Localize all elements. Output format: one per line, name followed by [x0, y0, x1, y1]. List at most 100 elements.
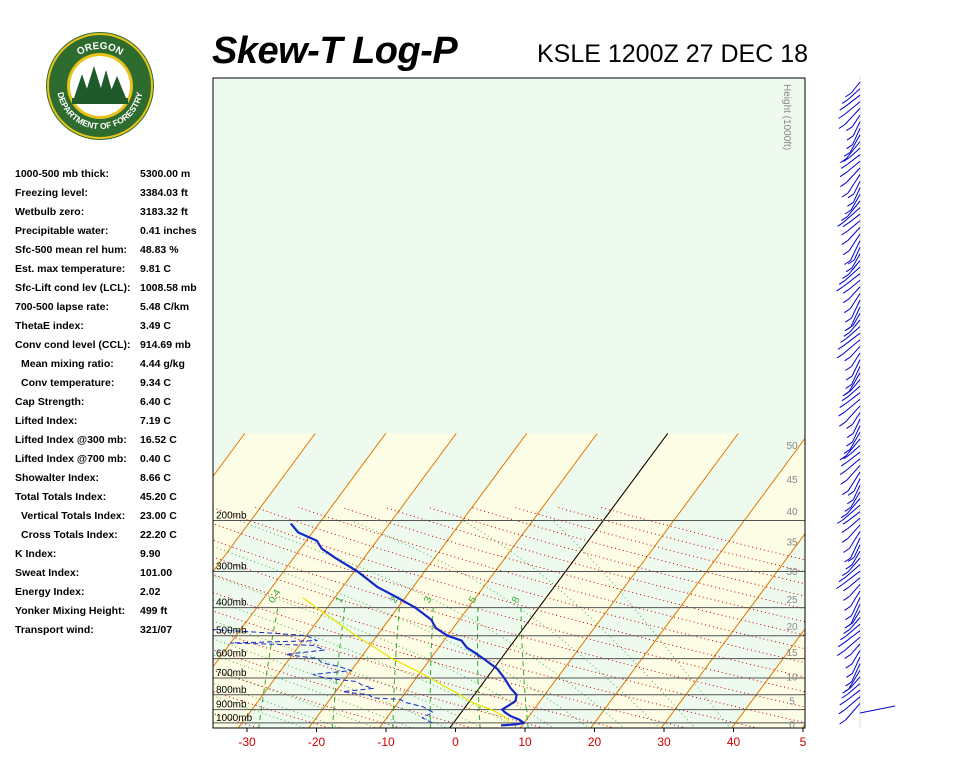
- wind-barb-flag: [841, 163, 848, 169]
- wind-barb: [850, 306, 861, 328]
- wind-barb-flag: [843, 548, 850, 553]
- index-value: 48.83 %: [140, 244, 179, 256]
- wind-barb: [847, 524, 861, 539]
- index-label: Mean mixing ratio:: [21, 358, 114, 370]
- svg-text:OREGON: OREGON: [75, 41, 125, 58]
- mixing-ratio-label: 2: [388, 595, 401, 606]
- wind-barb-flag: [843, 449, 851, 455]
- wind-barb-flag: [845, 383, 852, 389]
- wind-barb-flag: [839, 455, 847, 461]
- height-tick-label: 5: [789, 697, 795, 708]
- index-value: 0.41 inches: [140, 225, 197, 237]
- wind-barb: [848, 372, 861, 393]
- isotherm-line: [872, 433, 960, 729]
- wind-barb: [850, 194, 861, 211]
- index-value: 5300.00 m: [140, 168, 191, 180]
- index-value: 2.02: [140, 586, 161, 598]
- index-label: ThetaE index:: [15, 320, 84, 332]
- index-label: Est. max temperature:: [15, 263, 126, 275]
- station-time-subtitle: KSLE 1200Z 27 DEC 18: [537, 40, 808, 68]
- index-value: 9.90: [140, 548, 161, 560]
- wind-barb: [852, 121, 861, 137]
- wind-barb-flag: [838, 279, 846, 285]
- wind-barb-flag: [844, 557, 851, 563]
- surface-wind-barb: [859, 705, 896, 714]
- wind-barb-flag: [844, 260, 851, 265]
- index-label: Lifted Index @700 mb:: [15, 453, 127, 465]
- index-label: Total Totals Index:: [15, 491, 107, 503]
- wind-barb-flag: [842, 288, 850, 294]
- wind-barb: [846, 465, 861, 481]
- wind-barb-flag: [837, 344, 845, 350]
- index-value: 3183.32 ft: [140, 206, 188, 218]
- dry-adiabat-line: [213, 610, 618, 728]
- wind-barb-flag: [842, 250, 850, 256]
- wind-barb: [842, 570, 861, 585]
- temperature-band: [213, 433, 457, 728]
- wind-barb-flag: [842, 519, 850, 525]
- wind-barb-flag: [844, 356, 851, 362]
- wind-barb: [851, 366, 861, 385]
- dry-adiabat-line: [213, 507, 805, 678]
- temperature-band: [872, 433, 960, 729]
- mixing-ratio-line: [477, 607, 481, 728]
- index-value: 499 ft: [140, 605, 168, 617]
- wind-barb: [852, 484, 861, 501]
- index-value: 16.52 C: [140, 434, 177, 446]
- wind-barb-flag: [841, 216, 848, 222]
- dry-adiabat-line: [213, 556, 805, 724]
- wind-barb: [848, 670, 861, 690]
- index-label: Freezing level:: [15, 187, 88, 199]
- wind-barb-flag: [847, 490, 855, 496]
- wind-barb: [849, 432, 861, 450]
- wind-barb: [845, 458, 861, 471]
- wind-barb-flag: [845, 267, 853, 273]
- wind-barb-flag: [838, 709, 846, 715]
- wind-barb-flag: [836, 584, 843, 589]
- height-tick-label: 50: [786, 441, 798, 452]
- index-label: Lifted Index:: [15, 415, 78, 427]
- wind-barb-flag: [840, 182, 847, 188]
- wind-barb-flag: [839, 469, 847, 475]
- wind-barb: [850, 352, 861, 367]
- wind-barb: [842, 273, 861, 288]
- wind-barb: [845, 438, 861, 457]
- wind-barb-flag: [846, 135, 854, 141]
- wind-barb: [848, 213, 861, 224]
- wind-barb: [850, 346, 861, 358]
- wind-barb: [849, 319, 861, 333]
- index-value: 7.19 C: [140, 415, 171, 427]
- wind-barb-flag: [844, 308, 851, 314]
- wind-barb: [843, 332, 861, 346]
- wind-barb: [851, 650, 861, 665]
- wind-barb-flag: [845, 375, 853, 381]
- wind-barb: [848, 511, 861, 521]
- wind-barb-flag: [845, 92, 852, 98]
- wind-barb-flag: [839, 719, 846, 725]
- wind-barb: [852, 425, 861, 443]
- wind-barb-flag: [840, 513, 848, 519]
- index-value: 914.69 mb: [140, 339, 191, 351]
- wind-barb: [846, 167, 861, 183]
- wind-barb: [852, 313, 861, 326]
- wind-barb-flag: [840, 338, 847, 343]
- wind-barb-flag: [845, 663, 852, 669]
- index-value: 23.00 C: [140, 510, 177, 522]
- wind-barb-flag: [837, 221, 844, 227]
- wind-barb-flag: [840, 479, 847, 485]
- x-tick-label: 20: [588, 735, 602, 749]
- wind-barb-flag: [839, 403, 846, 409]
- index-value: 4.44 g/kg: [140, 358, 185, 370]
- pressure-level-label: 1000mb: [216, 713, 253, 724]
- dry-adiabat-line: [213, 573, 760, 728]
- index-label: Showalter Index:: [15, 472, 100, 484]
- wind-barb: [850, 491, 861, 508]
- moist-adiabat-line: [462, 520, 696, 728]
- x-tick-label: 40: [727, 735, 741, 749]
- index-value: 101.00: [140, 567, 173, 579]
- wind-barb: [847, 200, 861, 217]
- index-label: Transport wind:: [15, 624, 94, 636]
- height-tick-label: 30: [786, 567, 798, 578]
- parcel-profile-line: [302, 597, 511, 724]
